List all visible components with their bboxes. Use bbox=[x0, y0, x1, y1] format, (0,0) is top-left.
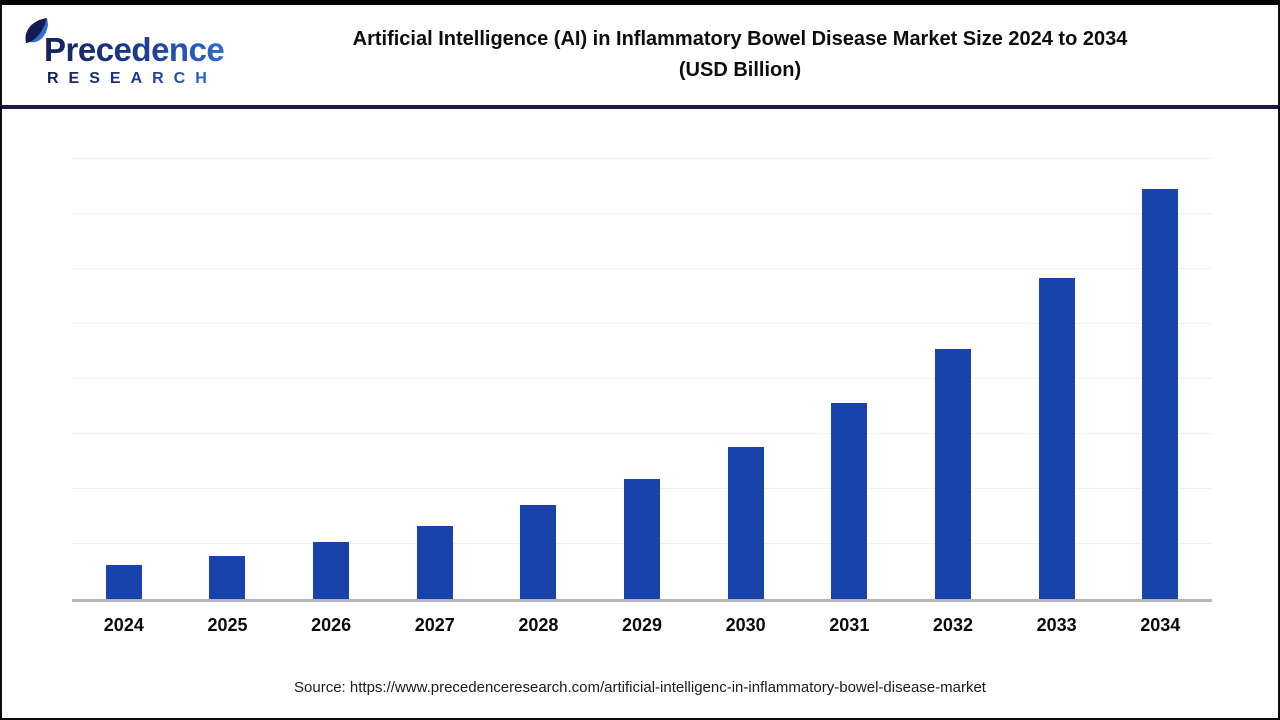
source-text: Source: https://www.precedenceresearch.c… bbox=[294, 679, 986, 696]
bar-slot bbox=[694, 159, 798, 599]
x-axis-label-2027: 2027 bbox=[414, 615, 455, 635]
gridline bbox=[72, 213, 1212, 214]
chart-title-line-1: Artificial Intelligence (AI) in Inflamma… bbox=[352, 28, 1128, 50]
plot-area bbox=[72, 158, 1212, 602]
bar-slot bbox=[383, 159, 487, 599]
gridline bbox=[72, 323, 1212, 324]
precedence-research-logo: Precedence RESEARCH bbox=[2, 17, 232, 94]
x-axis-line bbox=[72, 599, 1212, 602]
gridline bbox=[72, 433, 1212, 434]
x-axis-labels: 2024 2025 2026 2027 2028 2029 2030 2031 2032 2033… bbox=[72, 615, 1212, 636]
bar-slot bbox=[901, 159, 1005, 599]
x-axis-label-2029: 2029 bbox=[622, 615, 663, 635]
bar-2033 bbox=[1038, 278, 1075, 599]
gridline bbox=[72, 378, 1212, 379]
bar-slot bbox=[1108, 159, 1212, 599]
logo-text-research: RESEARCH bbox=[47, 70, 217, 87]
x-axis-label-2031: 2031 bbox=[829, 615, 870, 635]
bar-2029 bbox=[624, 479, 661, 599]
logo-graphic: Precedence RESEARCH bbox=[25, 17, 225, 87]
gridline bbox=[72, 158, 1212, 159]
header: Precedence RESEARCH Artificial Intellige… bbox=[2, 0, 1278, 109]
bar-2028 bbox=[520, 504, 557, 599]
x-axis-label-2034: 2034 bbox=[1140, 615, 1181, 635]
bar-2025 bbox=[209, 555, 246, 599]
x-axis-label-2032: 2032 bbox=[932, 615, 973, 635]
bar-slot bbox=[1005, 159, 1109, 599]
bar-slot bbox=[797, 159, 901, 599]
chart-title-line-2: (USD Billion) bbox=[678, 59, 802, 81]
bar-2030 bbox=[727, 446, 764, 599]
logo-text-precedence: Precedence bbox=[44, 31, 224, 68]
bar-slot bbox=[72, 159, 176, 599]
x-axis-label-2026: 2026 bbox=[311, 615, 352, 635]
x-axis-label-2028: 2028 bbox=[518, 615, 559, 635]
x-axis-label-2024: 2024 bbox=[103, 615, 144, 635]
chart-title: Artificial Intelligence (AI) in Inflamma… bbox=[232, 24, 1278, 86]
bars bbox=[72, 159, 1212, 599]
bar-2032 bbox=[934, 348, 971, 599]
bar-2031 bbox=[831, 403, 868, 599]
bar-slot bbox=[590, 159, 694, 599]
bar-2034 bbox=[1142, 188, 1179, 599]
bar-slot bbox=[279, 159, 383, 599]
bar-slot bbox=[176, 159, 280, 599]
bar-2026 bbox=[313, 542, 350, 599]
gridline bbox=[72, 268, 1212, 269]
bar-2024 bbox=[105, 564, 142, 599]
x-axis-label-2033: 2033 bbox=[1036, 615, 1077, 635]
leaf-icon bbox=[25, 17, 48, 43]
x-axis-label-2030: 2030 bbox=[725, 615, 766, 635]
bar-slot bbox=[487, 159, 591, 599]
x-axis-label-2025: 2025 bbox=[207, 615, 248, 635]
bar-2027 bbox=[416, 526, 453, 599]
